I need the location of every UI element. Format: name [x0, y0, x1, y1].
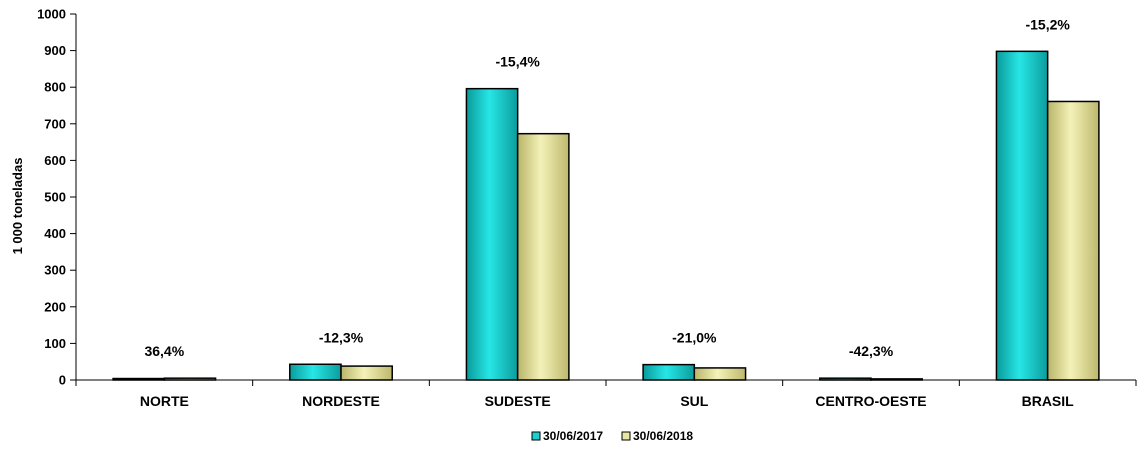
y-tick-label: 300	[44, 263, 66, 278]
bar-series-1-sudeste	[465, 87, 519, 381]
x-category-label: BRASIL	[1022, 393, 1075, 409]
legend-label-1: 30/06/2017	[543, 429, 603, 443]
y-tick-label: 700	[44, 116, 66, 131]
bar-series-1-sul	[642, 363, 696, 381]
y-tick-label: 400	[44, 226, 66, 241]
change-annotations: 36,4% -12,3% -15,4% -21,0% -42,3% -15,2%	[144, 16, 1070, 359]
x-category-label: CENTRO-OESTE	[815, 393, 926, 409]
y-tick-label: 600	[44, 153, 66, 168]
x-category-label: SUL	[680, 393, 708, 409]
change-label: -15,4%	[495, 54, 540, 70]
bar-series-1-brasil	[995, 50, 1049, 381]
y-tick-label: 200	[44, 299, 66, 314]
bar-series-2-brasil	[1046, 100, 1100, 381]
change-label: -21,0%	[672, 330, 717, 346]
change-label: 36,4%	[144, 343, 184, 359]
change-label: -15,2%	[1025, 16, 1070, 32]
legend-label-2: 30/06/2018	[633, 429, 693, 443]
y-tick-label: 0	[59, 373, 66, 388]
change-label: -42,3%	[849, 343, 894, 359]
bar-series-2-sudeste	[516, 132, 570, 381]
y-axis: 0 100 200 300 400 500 600 700 800 900 1000	[37, 7, 77, 388]
bar-series-2-nordeste	[340, 365, 393, 381]
y-tick-label: 800	[44, 80, 66, 95]
bar-series-1-nordeste	[289, 363, 342, 381]
y-tick-label: 900	[44, 43, 66, 58]
legend-swatch-1	[531, 431, 541, 441]
y-tick-label: 500	[44, 190, 66, 205]
y-axis-title: 1 000 toneladas	[10, 158, 25, 255]
x-axis: NORTE NORDESTE SUDESTE SUL CENTRO-OESTE BRASI…	[75, 379, 1137, 409]
legend: 30/06/2017 30/06/2018	[531, 429, 693, 443]
bar-series-2-sul	[693, 367, 747, 381]
x-category-label: NORTE	[140, 393, 189, 409]
bars	[112, 50, 1100, 381]
x-category-label: NORDESTE	[302, 393, 380, 409]
legend-swatch-2	[621, 431, 631, 441]
y-tick-label: 1000	[37, 7, 66, 22]
x-category-label: SUDESTE	[485, 393, 551, 409]
y-tick-label: 100	[44, 336, 66, 351]
change-label: -12,3%	[319, 329, 364, 345]
